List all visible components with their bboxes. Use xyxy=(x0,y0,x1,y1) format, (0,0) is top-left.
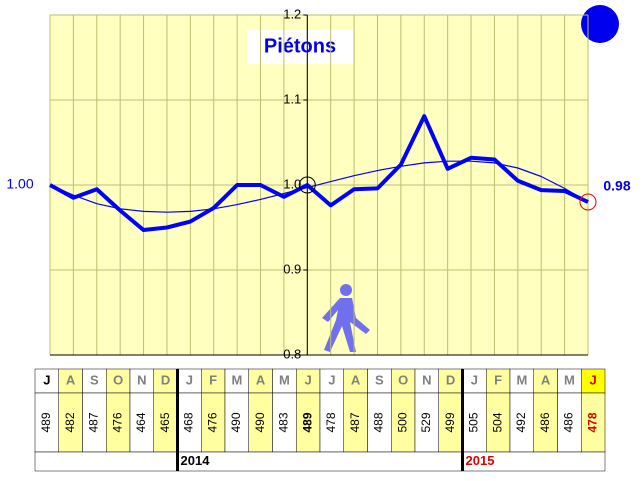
count-value: 505 xyxy=(467,412,481,432)
count-value: 490 xyxy=(253,412,267,432)
month-label: D xyxy=(446,372,455,387)
count-value: 499 xyxy=(443,412,457,432)
count-value: 489 xyxy=(39,412,53,432)
count-value: 504 xyxy=(490,412,504,432)
count-value: 487 xyxy=(87,412,101,432)
marker-ring xyxy=(579,193,597,211)
count-value: 478 xyxy=(585,412,599,432)
title-box xyxy=(247,30,353,64)
count-value: 476 xyxy=(110,412,124,432)
count-value: 486 xyxy=(538,412,552,432)
count-value: 486 xyxy=(562,412,576,432)
month-label: J xyxy=(471,372,478,387)
month-label: F xyxy=(209,372,217,387)
month-label: J xyxy=(186,372,193,387)
month-label: J xyxy=(328,372,335,387)
y-tick-label: 1.1 xyxy=(283,91,301,106)
count-value: 492 xyxy=(514,412,528,432)
month-label: N xyxy=(137,372,146,387)
count-value: 482 xyxy=(63,412,77,432)
month-label: J xyxy=(305,372,312,387)
trend-line xyxy=(49,160,589,213)
marker-ring xyxy=(298,176,316,194)
count-value: 468 xyxy=(182,412,196,432)
month-label: N xyxy=(422,372,431,387)
y-tick-label: 0.8 xyxy=(283,346,301,361)
decor-dot xyxy=(581,5,619,43)
count-value: 488 xyxy=(372,412,386,432)
month-label: O xyxy=(398,372,408,387)
month-label: M xyxy=(279,372,290,387)
count-value: 464 xyxy=(134,412,148,432)
count-value: 487 xyxy=(348,412,362,432)
month-label: J xyxy=(43,372,50,387)
month-label: S xyxy=(90,372,99,387)
count-value: 465 xyxy=(158,412,172,432)
y-tick-label: 0.9 xyxy=(283,261,301,276)
year-label: 2015 xyxy=(466,453,495,468)
month-label: S xyxy=(375,372,384,387)
month-label: D xyxy=(161,372,170,387)
month-label: A xyxy=(66,372,76,387)
count-value: 476 xyxy=(205,412,219,432)
count-value: 483 xyxy=(277,412,291,432)
data-line xyxy=(49,114,589,233)
value-label: 1.00 xyxy=(6,176,33,192)
month-label: A xyxy=(541,372,551,387)
y-tick-label: 1.0 xyxy=(283,176,301,191)
chart-title: Piétons xyxy=(264,35,336,57)
month-label: M xyxy=(516,372,527,387)
count-value: 500 xyxy=(395,412,409,432)
month-label: A xyxy=(351,372,361,387)
y-tick-label: 1.2 xyxy=(283,6,301,21)
pedestrian-icon xyxy=(322,284,370,352)
count-value: 489 xyxy=(300,412,314,432)
month-label: A xyxy=(256,372,266,387)
year-row xyxy=(34,451,606,472)
month-label: J xyxy=(590,372,597,387)
month-label: F xyxy=(494,372,502,387)
month-label: O xyxy=(113,372,123,387)
count-value: 490 xyxy=(229,412,243,432)
month-label: M xyxy=(231,372,242,387)
count-value: 478 xyxy=(324,412,338,432)
year-label: 2014 xyxy=(181,453,211,468)
month-label: M xyxy=(564,372,575,387)
count-value: 529 xyxy=(419,412,433,432)
value-label: 0.98 xyxy=(603,178,630,194)
